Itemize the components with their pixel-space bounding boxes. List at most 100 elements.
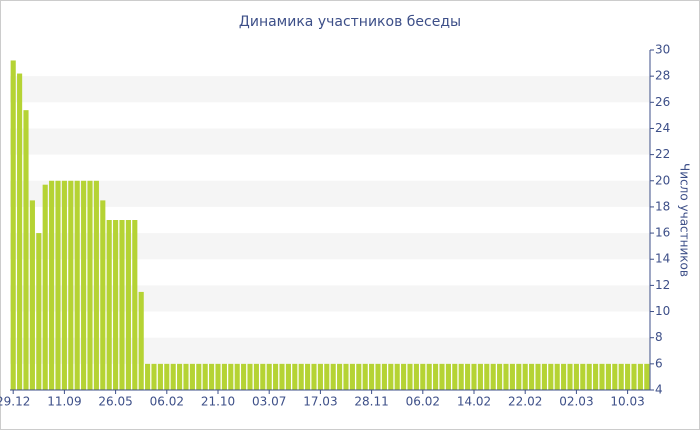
bar: [605, 363, 611, 390]
bar: [426, 363, 432, 390]
bar: [356, 363, 362, 390]
bar: [241, 363, 247, 390]
bar: [445, 363, 451, 390]
x-tick-label: 28.11: [354, 395, 388, 409]
bar: [68, 180, 74, 390]
bar: [586, 363, 592, 390]
x-tick-label: 06.02: [406, 395, 440, 409]
y-tick-label: 14: [655, 252, 670, 266]
bar: [580, 363, 586, 390]
bar: [234, 363, 240, 390]
x-tick-label: 21.10: [201, 395, 235, 409]
bar: [394, 363, 400, 390]
grid-band: [10, 285, 650, 312]
y-tick-label: 30: [655, 43, 670, 57]
bar: [631, 363, 637, 390]
bar: [497, 363, 503, 390]
bar: [471, 363, 477, 390]
bar: [516, 363, 522, 390]
bar: [554, 363, 560, 390]
grid-band: [10, 337, 650, 364]
bar: [349, 363, 355, 390]
bar: [61, 180, 67, 390]
bar: [151, 363, 157, 390]
bar: [17, 73, 23, 391]
bar: [93, 180, 99, 390]
y-tick-label: 8: [655, 330, 663, 344]
bar: [266, 363, 272, 390]
bar: [119, 220, 125, 390]
bar: [541, 363, 547, 390]
bar: [503, 363, 509, 390]
bar: [458, 363, 464, 390]
bar: [362, 363, 368, 390]
bar: [260, 363, 266, 390]
bar: [49, 180, 55, 390]
bar: [618, 363, 624, 390]
x-tick-label: 10.03: [610, 395, 644, 409]
bar: [196, 363, 202, 390]
bar: [36, 233, 42, 390]
bar: [189, 363, 195, 390]
grid-band: [10, 76, 650, 103]
bar: [311, 363, 317, 390]
bar: [10, 60, 16, 390]
bar: [221, 363, 227, 390]
x-tick-label: 14.02: [457, 395, 491, 409]
chart-title: Динамика участников беседы: [239, 14, 461, 30]
x-tick-label: 17.03: [303, 395, 337, 409]
bar: [529, 363, 535, 390]
y-tick-label: 10: [655, 304, 670, 318]
bar: [401, 363, 407, 390]
bar: [330, 363, 336, 390]
bar: [548, 363, 554, 390]
bar: [247, 363, 253, 390]
bar: [407, 363, 413, 390]
bar: [29, 200, 35, 390]
bar: [87, 180, 93, 390]
bar: [625, 363, 631, 390]
bar: [324, 363, 330, 390]
y-tick-label: 26: [655, 95, 670, 109]
bar: [420, 363, 426, 390]
bar: [125, 220, 131, 390]
y-tick-label: 4: [655, 383, 663, 397]
bar: [484, 363, 490, 390]
bar: [292, 363, 298, 390]
bar: [599, 363, 605, 390]
bar: [388, 363, 394, 390]
bar: [170, 363, 176, 390]
bar: [55, 180, 61, 390]
bar: [177, 363, 183, 390]
bar: [381, 363, 387, 390]
x-tick-label: 29.12: [0, 395, 30, 409]
x-tick-label: 02.03: [559, 395, 593, 409]
bar: [477, 363, 483, 390]
bar: [273, 363, 279, 390]
bar: [337, 363, 343, 390]
grid-band: [10, 128, 650, 155]
bar: [465, 363, 471, 390]
bar: [305, 363, 311, 390]
x-tick-label: 03.07: [252, 395, 286, 409]
y-tick-label: 6: [655, 356, 663, 370]
bar: [74, 180, 80, 390]
bar: [535, 363, 541, 390]
bar: [42, 184, 48, 390]
bar: [113, 220, 119, 390]
bar: [157, 363, 163, 390]
bar: [343, 363, 349, 390]
grid-band: [10, 233, 650, 260]
x-tick-label: 26.05: [98, 395, 132, 409]
bar: [452, 363, 458, 390]
bar: [183, 363, 189, 390]
y-tick-label: 28: [655, 69, 670, 83]
bar: [573, 363, 579, 390]
bar: [593, 363, 599, 390]
y-tick-label: 18: [655, 199, 670, 213]
bar: [23, 110, 29, 391]
bar: [567, 363, 573, 390]
bar: [228, 363, 234, 390]
bar: [561, 363, 567, 390]
